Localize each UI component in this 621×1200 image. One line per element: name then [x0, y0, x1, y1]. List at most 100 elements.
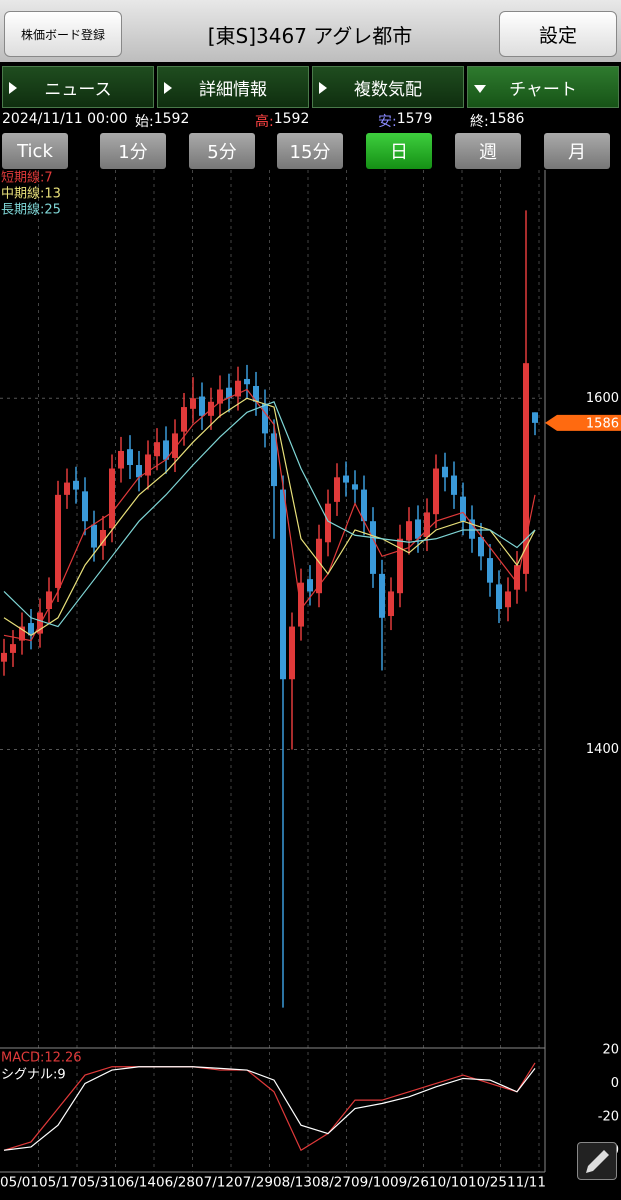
- settings-button[interactable]: 設定: [499, 11, 617, 57]
- title: [東S]3467 アグレ都市: [207, 24, 413, 48]
- macd-legend: シグナル:9: [1, 1068, 66, 1083]
- legend-entry: 短期線:7: [1, 170, 53, 186]
- period-button[interactable]: 日: [366, 133, 432, 169]
- x-tick-label: 05/31: [78, 1176, 117, 1191]
- plot-bg: [0, 170, 545, 1172]
- quote-label: 安:: [378, 114, 397, 130]
- macd-tick-label: -20: [598, 1109, 619, 1124]
- candle-body: [10, 644, 16, 653]
- x-tick-label: 05/01: [0, 1176, 39, 1191]
- quote-value: 1586: [488, 111, 525, 127]
- candle-body: [415, 519, 421, 539]
- candle-body: [235, 380, 241, 397]
- candle-body: [253, 385, 259, 402]
- candle-body: [73, 480, 79, 490]
- quote-label: 終:: [470, 114, 489, 130]
- moving-average: [3, 388, 536, 642]
- candle-body: [496, 584, 502, 609]
- candle-body: [226, 387, 232, 399]
- candle-body: [271, 433, 277, 487]
- candle-body: [532, 412, 538, 423]
- y-tick-label: 1400: [586, 742, 619, 757]
- candle-body: [100, 529, 106, 546]
- pencil-icon: [586, 1150, 609, 1173]
- candle-body: [505, 591, 511, 608]
- candle-body: [55, 494, 61, 588]
- candle-body: [91, 524, 97, 548]
- legend-entry: 長期線:25: [1, 202, 61, 218]
- x-tick-label: 06/14: [117, 1176, 156, 1191]
- tab[interactable]: 詳細情報: [157, 66, 309, 108]
- macd-tick-label: 0: [611, 1076, 619, 1091]
- x-tick-label: 05/17: [39, 1176, 78, 1191]
- quote-item: 始: 1592: [135, 111, 189, 131]
- candle-body: [244, 378, 250, 385]
- period-button[interactable]: 15分: [277, 133, 343, 169]
- quote-value: 1579: [396, 111, 433, 127]
- candle-body: [487, 558, 493, 583]
- x-tick-label: 11/11: [507, 1176, 546, 1191]
- quote-item: 高: 1592: [255, 111, 309, 131]
- datetime: 2024/11/11 00:00: [2, 111, 128, 127]
- quote-label: 高:: [255, 114, 274, 130]
- x-tick-label: 07/12: [195, 1176, 234, 1191]
- quote-value: 1592: [273, 111, 310, 127]
- moving-average: [3, 397, 536, 637]
- legend-entry: 中期線:13: [1, 186, 61, 202]
- candle-body: [181, 407, 187, 432]
- candle-body: [442, 466, 448, 478]
- x-tick-label: 10/10: [429, 1176, 468, 1191]
- candle-body: [289, 626, 295, 680]
- candle-body: [109, 468, 115, 529]
- candle-body: [307, 579, 313, 592]
- quote-row: 2024/11/11 00:00 始: 1592 高: 1592 安: 1579 終: 158…: [0, 111, 621, 131]
- candle-body: [316, 538, 322, 594]
- candle-body: [298, 582, 304, 627]
- macd-tick-label: 20: [602, 1043, 619, 1058]
- candle-body: [469, 519, 475, 539]
- candle-body: [64, 482, 70, 495]
- y-tick-label: 1600: [586, 391, 619, 406]
- candle-body: [370, 521, 376, 574]
- period-button[interactable]: 月: [544, 133, 610, 169]
- candle-body: [262, 403, 268, 434]
- candle-body: [127, 449, 133, 466]
- candle-body: [1, 652, 7, 662]
- candle-body: [478, 537, 484, 557]
- x-tick-label: 07/29: [234, 1176, 273, 1191]
- candle-body: [136, 465, 142, 478]
- quote-item: 安: 1579: [378, 111, 432, 131]
- period-button[interactable]: 1分: [100, 133, 166, 169]
- draw-tool[interactable]: [577, 1142, 617, 1180]
- tab[interactable]: 複数気配: [312, 66, 464, 108]
- candle-body: [163, 440, 169, 460]
- macd-legend: MACD:12.26: [1, 1051, 82, 1066]
- x-tick-label: 08/13: [273, 1176, 312, 1191]
- tab[interactable]: チャート: [467, 66, 619, 108]
- period-button[interactable]: 5分: [189, 133, 255, 169]
- quote-item: 終: 1586: [470, 111, 524, 131]
- moving-average: [3, 401, 536, 628]
- price-tag-label: 1586: [586, 416, 619, 431]
- candle-body: [460, 496, 466, 522]
- candle-body: [334, 477, 340, 502]
- period-button[interactable]: 週: [455, 133, 521, 169]
- header: 株価ボード登録 [東S]3467 アグレ都市 設定: [0, 0, 621, 62]
- tab[interactable]: ニュース: [2, 66, 154, 108]
- quote-label: 始:: [135, 114, 154, 130]
- candle-body: [19, 626, 25, 641]
- x-tick-label: 09/26: [390, 1176, 429, 1191]
- candle-body: [388, 591, 394, 617]
- x-tick-label: 08/27: [312, 1176, 351, 1191]
- candle-body: [379, 573, 385, 618]
- period-button[interactable]: Tick: [2, 133, 68, 169]
- candle-body: [343, 475, 349, 483]
- quote-value: 1592: [153, 111, 190, 127]
- candle-body: [217, 389, 223, 404]
- candle-body: [82, 491, 88, 522]
- candle-body: [154, 442, 160, 457]
- board-button[interactable]: 株価ボード登録: [4, 11, 122, 57]
- candle-body: [514, 565, 520, 590]
